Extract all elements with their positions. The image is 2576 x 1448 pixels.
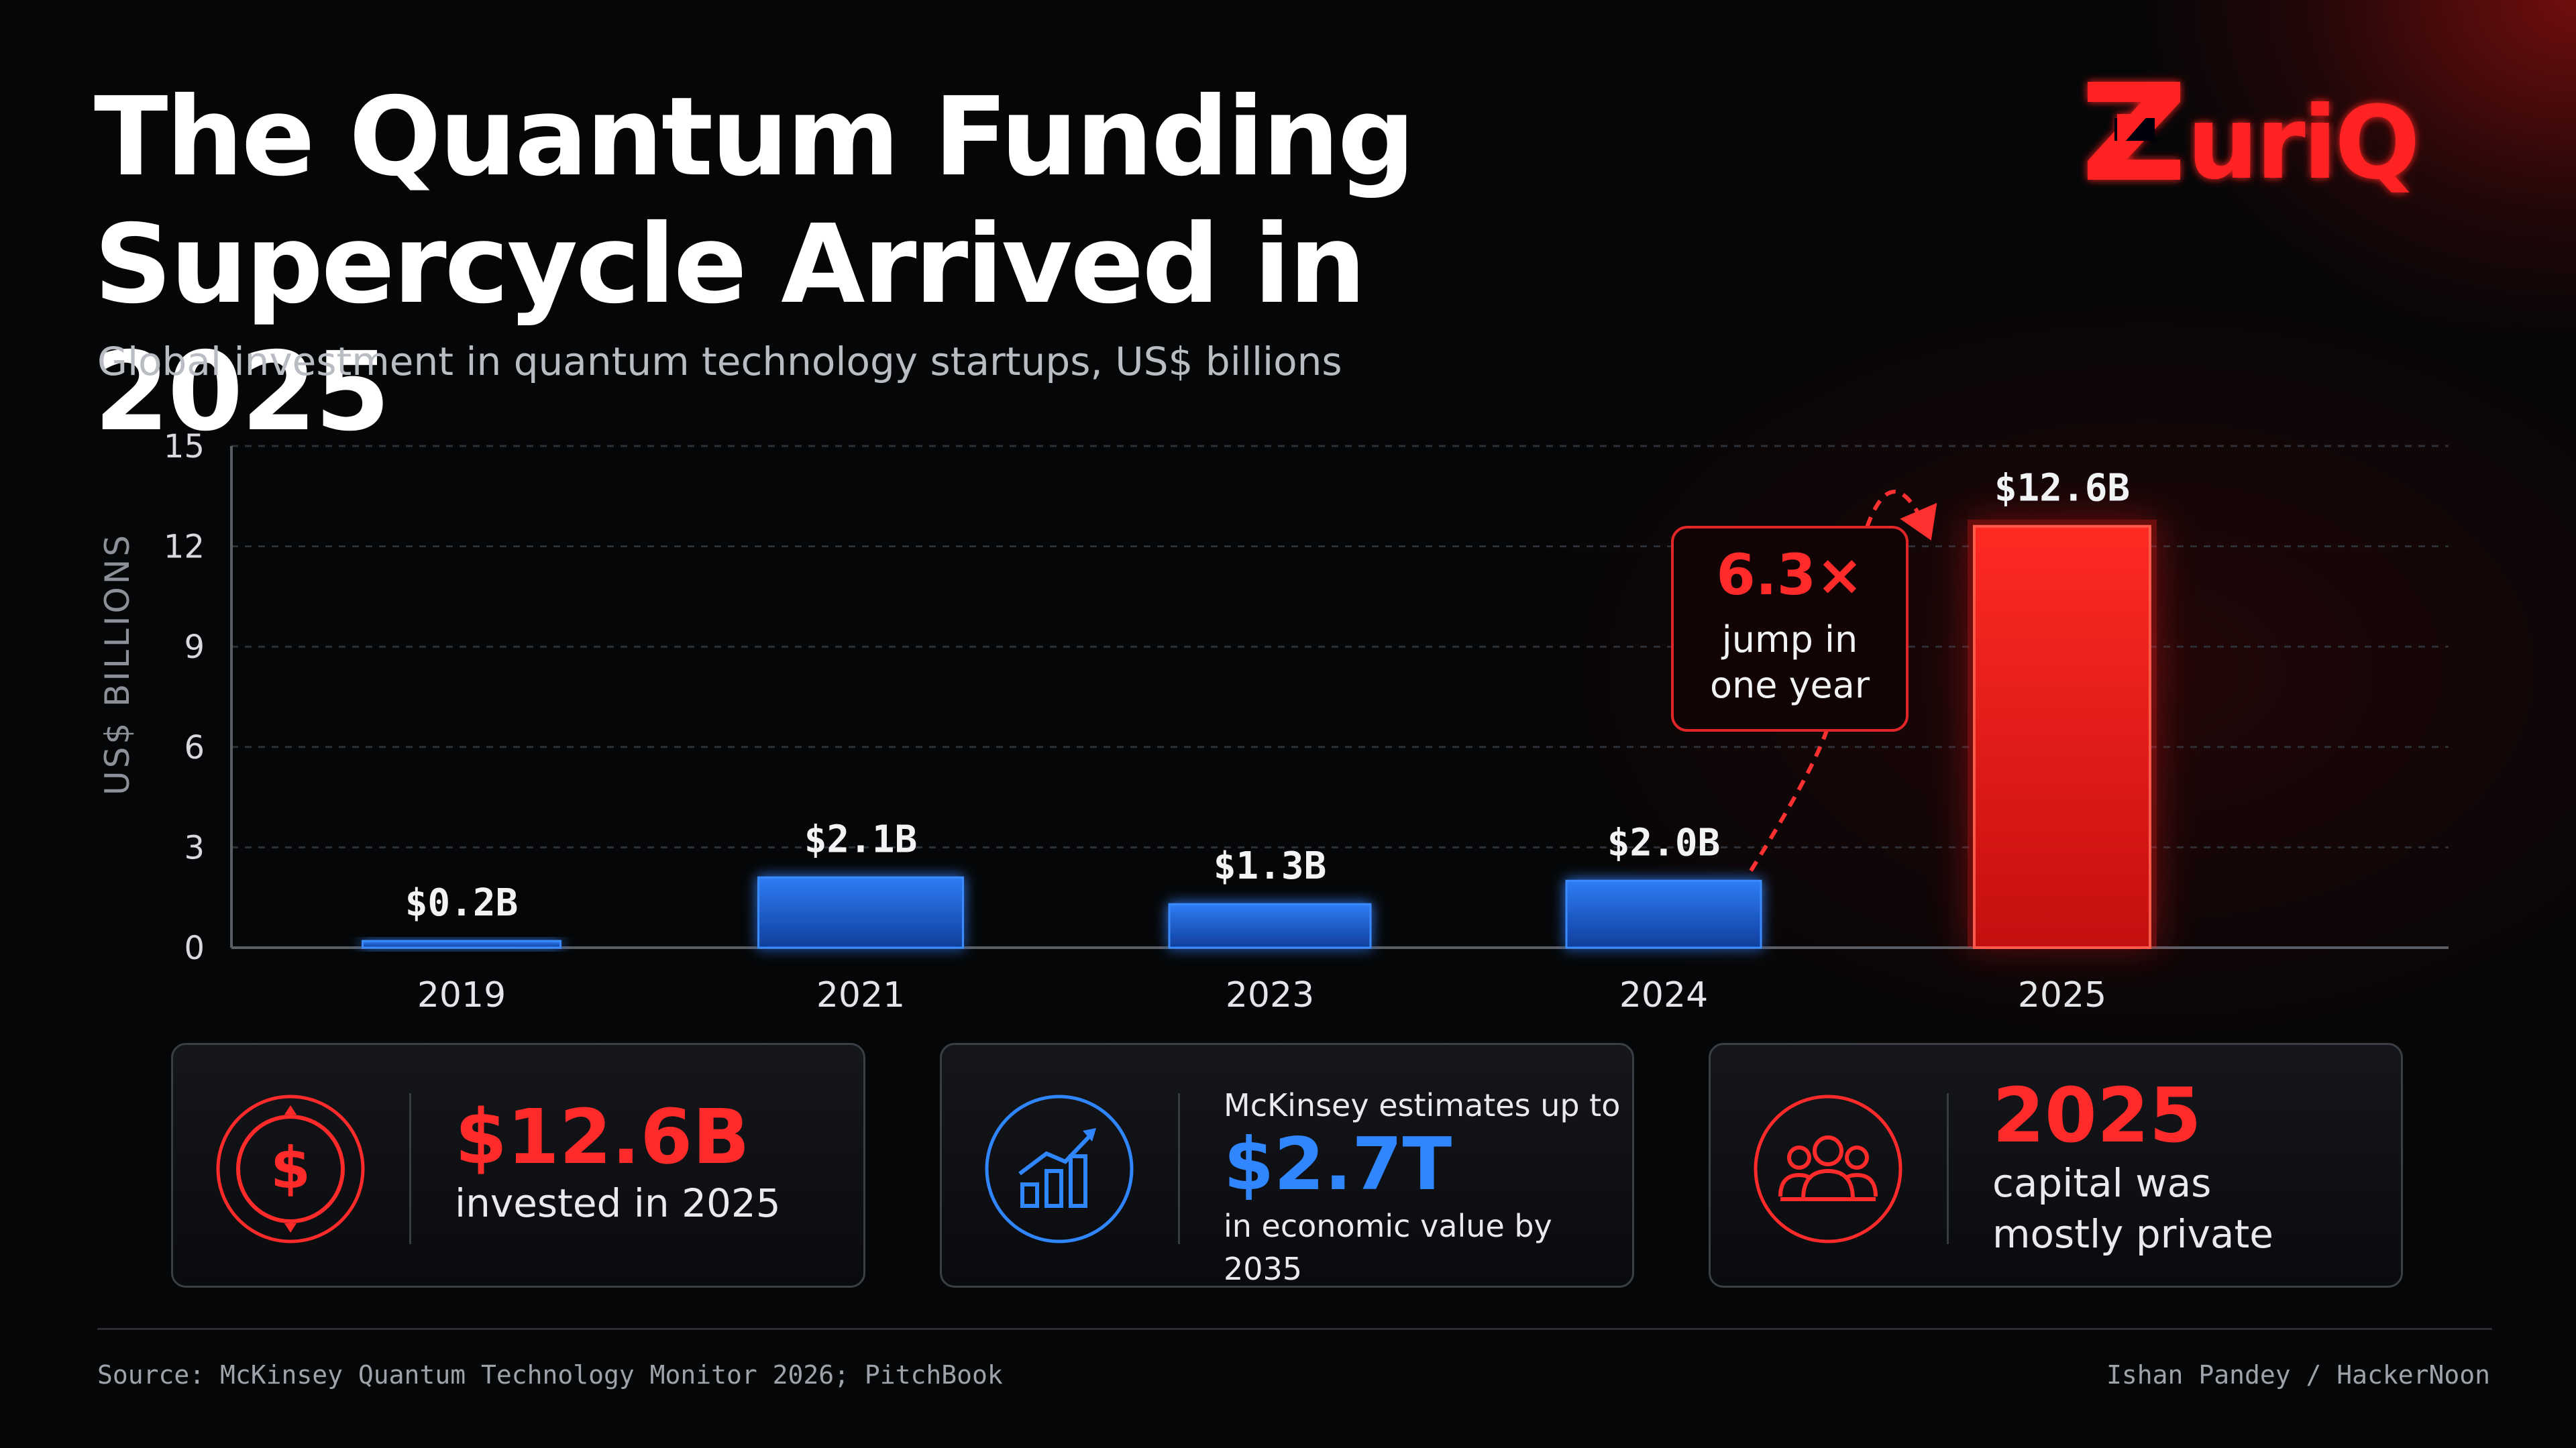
x-tick-label: 2019 [417, 975, 506, 1015]
source-note: Source: McKinsey Quantum Technology Moni… [97, 1360, 1003, 1390]
card-headline: 2025 [1992, 1072, 2202, 1160]
card-pretext: McKinsey estimates up to [1224, 1087, 1621, 1123]
x-tick-label: 2024 [1619, 975, 1708, 1015]
bar [362, 940, 561, 949]
footer-divider [97, 1328, 2492, 1330]
card-headline: $12.6B [455, 1094, 750, 1181]
y-axis-label: US$ BILLIONS [98, 533, 137, 795]
data-label: $0.2B [405, 881, 519, 925]
card-divider [1947, 1093, 1949, 1244]
dollar-icon: $ [216, 1095, 365, 1243]
x-tick-label: 2021 [816, 975, 905, 1015]
y-tick-label: 9 [184, 628, 205, 666]
author-credit: Ishan Pandey / HackerNoon [2106, 1360, 2490, 1390]
annotation-line-2: one year [1710, 664, 1870, 706]
page-title: The Quantum Funding Supercycle Arrived i… [94, 74, 1637, 456]
svg-text:$: $ [270, 1135, 311, 1202]
card-caption-line-2: mostly private [1992, 1211, 2273, 1257]
bar [757, 876, 964, 949]
data-label: $2.0B [1607, 821, 1721, 865]
card-headline: $2.7T [1224, 1123, 1452, 1207]
bar [1565, 879, 1762, 949]
y-tick-label: 3 [184, 829, 205, 867]
data-label: $12.6B [1994, 467, 2130, 510]
bar [1973, 524, 2151, 949]
zuriq-logo: uriQ [2088, 82, 2420, 202]
title-line-1: The Quantum Funding [94, 74, 1415, 201]
stat-card-economic-value: McKinsey estimates up to $2.7T in econom… [940, 1043, 1634, 1288]
x-tick-label: 2025 [2018, 975, 2106, 1015]
card-caption: in economic value by 2035 [1224, 1208, 1552, 1287]
card-divider [409, 1093, 411, 1244]
bar [1168, 903, 1372, 949]
data-label: $1.3B [1214, 844, 1327, 888]
y-tick-label: 12 [164, 528, 205, 566]
svg-text:uriQ: uriQ [2187, 85, 2418, 202]
annotation-line-1: jump in [1721, 618, 1858, 661]
card-caption-line-1: capital was [1992, 1160, 2212, 1206]
card-divider [1178, 1093, 1180, 1244]
funding-bar-chart: 0 3 6 9 12 15 US$ BILLIONS $0.2B 2019 $2.1B 2021 $… [98, 428, 2449, 1015]
chart-subtitle: Global investment in quantum technology … [97, 339, 1342, 384]
people-icon [1754, 1095, 1902, 1243]
y-tick-label: 6 [184, 729, 205, 767]
annotation-box [1671, 526, 1909, 732]
stat-card-invested: $ $12.6B invested in 2025 [171, 1043, 865, 1288]
data-label: $2.1B [804, 818, 918, 861]
title-line-2: Supercycle Arrived in 2025 [94, 202, 1366, 455]
growth-chart-icon [985, 1095, 1134, 1243]
y-tick-label: 15 [164, 428, 205, 465]
card-caption: invested in 2025 [455, 1180, 781, 1226]
annotation-arrow-upper [1865, 490, 1937, 541]
annotation-value: 6.3× [1716, 542, 1863, 608]
x-tick-label: 2023 [1226, 975, 1314, 1015]
stat-card-private-capital: 2025 capital was mostly private [1709, 1043, 2403, 1288]
annotation-arrow-lower [1749, 730, 1829, 872]
y-tick-label: 0 [184, 930, 205, 967]
